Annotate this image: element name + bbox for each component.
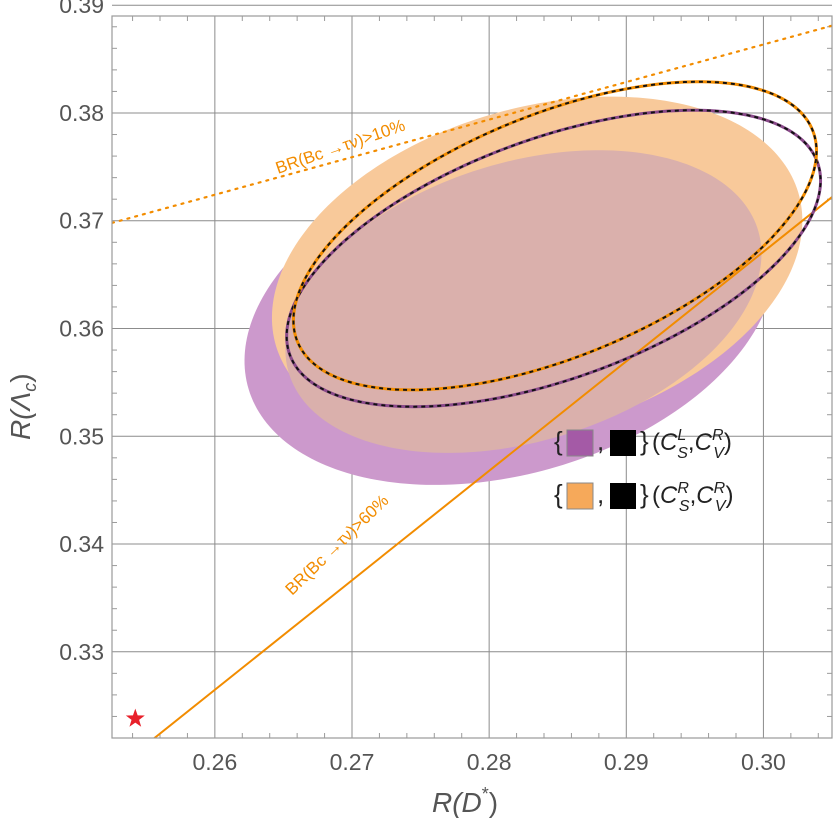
filled-regions (244, 96, 803, 485)
y-tick-label: 0.35 (59, 423, 104, 449)
plot-frame (111, 15, 833, 739)
x-tick-label: 0.29 (604, 749, 649, 775)
constraint-line (152, 196, 832, 738)
legend-entry-csl-cvr: { , } (CL S,CR V) (554, 426, 732, 462)
contour-dash (285, 109, 822, 408)
constraint-lines (112, 24, 832, 738)
contour-dash (292, 80, 818, 391)
legend: { , } (CL S,CR V) { , } (CR S,CR V) (554, 426, 734, 515)
y-tick-labels: 0.33 0.34 0.35 0.36 0.37 0.38 0.39 (59, 0, 104, 665)
legend-comma: , (597, 426, 604, 456)
plot-area (112, 24, 832, 738)
legend-label-csr-cvr: (CR S,CR V) (652, 480, 734, 515)
x-tick-label: 0.27 (330, 749, 375, 775)
y-tick-label: 0.38 (59, 100, 104, 126)
legend-swatch-black (610, 483, 636, 509)
legend-entry-csr-cvr: { , } (CR S,CR V) (554, 479, 734, 515)
y-axis-label: R(Λc) (5, 373, 40, 440)
annotation-br-60: BR(Bc →τν)>60% (282, 491, 393, 599)
y-tick-label: 0.39 (59, 0, 104, 18)
legend-brace-open: { (554, 479, 563, 509)
standard-model-point (125, 708, 145, 727)
y-tick-label: 0.33 (59, 639, 104, 665)
x-tick-label: 0.28 (467, 749, 512, 775)
legend-swatch-black (610, 430, 636, 456)
filled-region (285, 150, 762, 453)
legend-swatch-purple (566, 429, 594, 457)
legend-brace-open: { (554, 426, 563, 456)
x-tick-label: 0.30 (741, 749, 786, 775)
y-tick-label: 0.34 (59, 531, 104, 557)
star-marker (125, 708, 145, 727)
contours (285, 80, 823, 409)
x-axis-label: R(D*) (432, 784, 498, 818)
legend-swatch-orange (566, 482, 594, 510)
y-tick-label: 0.37 (59, 208, 104, 234)
x-tick-label: 0.26 (192, 749, 237, 775)
x-tick-labels: 0.26 0.27 0.28 0.29 0.30 (192, 749, 785, 775)
legend-brace-close: } (640, 479, 649, 509)
legend-comma: , (597, 479, 604, 509)
legend-brace-close: } (640, 426, 649, 456)
y-tick-label: 0.36 (59, 316, 104, 342)
legend-label-csl-cvr: (CL S,CR V) (652, 427, 732, 462)
minor-ticks (112, 16, 832, 739)
